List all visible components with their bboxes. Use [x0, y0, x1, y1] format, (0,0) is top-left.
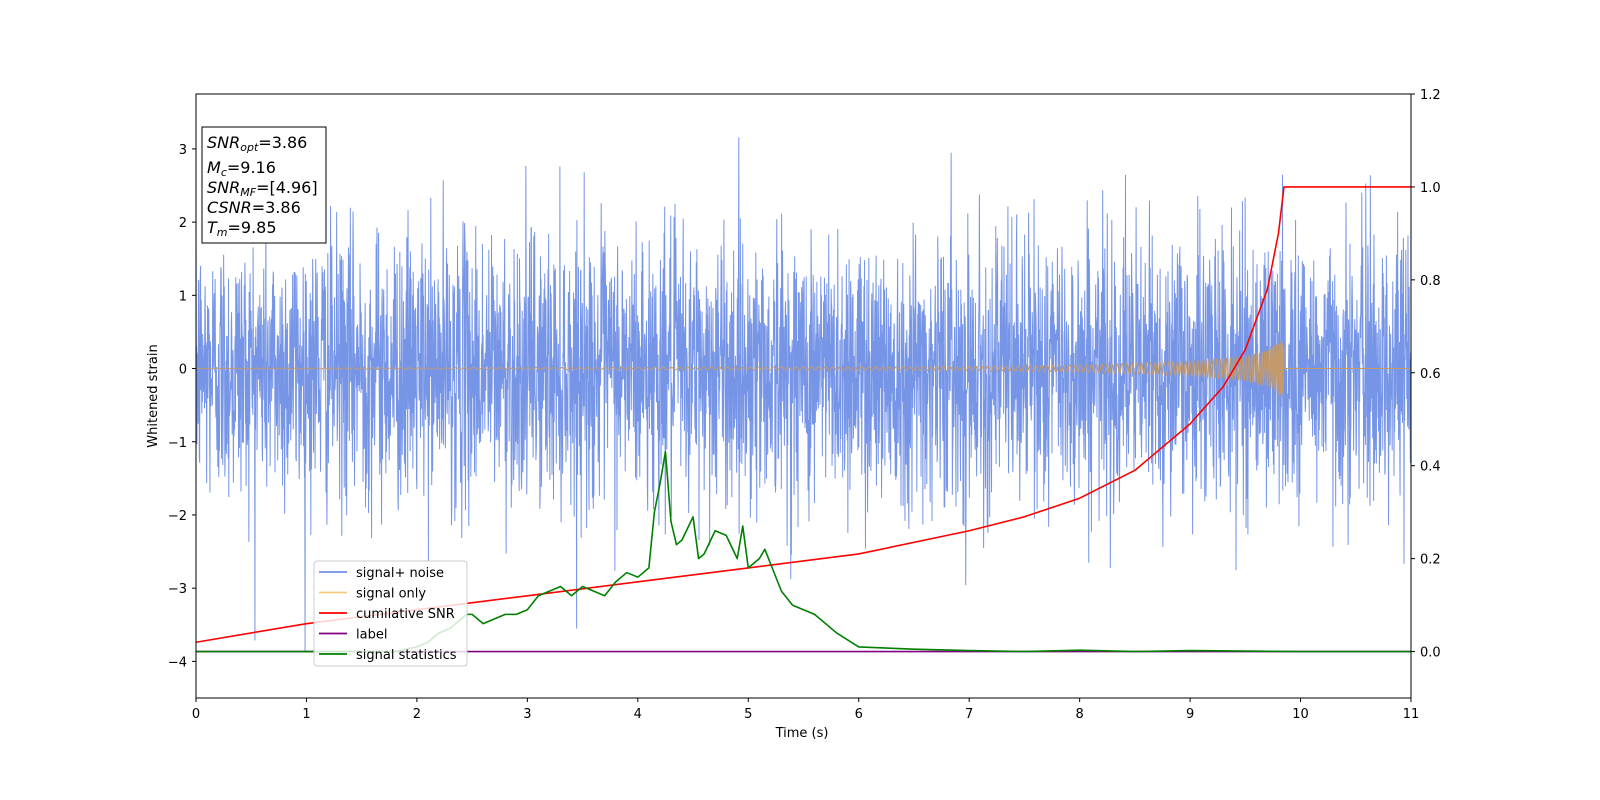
annotation-snr-mf-name: SNR — [207, 178, 240, 197]
x-tick-label: 0 — [192, 707, 200, 722]
x-tick-label: 1 — [302, 707, 310, 722]
annotation-snr-mf-value: =[4.96] — [256, 178, 318, 197]
legend-entry: signal+ noise — [356, 566, 444, 581]
signal-only-series — [196, 340, 1411, 398]
legend-entry: signal statistics — [356, 648, 457, 663]
legend-items: signal+ noise signal only cumilative SNR la… — [319, 566, 457, 663]
y2-tick-label: 0.8 — [1420, 274, 1441, 289]
x-tick-label: 2 — [413, 707, 421, 722]
plot-frame — [195, 93, 1412, 699]
y-axis-right: 1.2 1.0 0.8 0.6 0.4 0.2 0.0 — [1411, 88, 1441, 661]
y2-tick-label: 1.2 — [1420, 88, 1441, 103]
y-axis-left: 3 2 1 0 −1 −2 −3 −4 — [168, 143, 196, 670]
x-tick-label: 6 — [855, 707, 863, 722]
x-axis-label: Time (s) — [775, 726, 829, 741]
annotation-box: SNRopt=3.86 Mc=9.16 SNRMF=[4.96] CSNR=3.… — [201, 126, 327, 244]
y-tick-label: 2 — [179, 216, 187, 231]
x-tick-label: 7 — [965, 707, 973, 722]
annotation-csnr-value: =3.86 — [252, 198, 301, 217]
x-tick-label: 10 — [1292, 707, 1309, 722]
annotation-box-frame — [201, 126, 327, 244]
annotation-csnr-name: CSNR — [207, 198, 252, 217]
y-tick-label: −3 — [168, 582, 187, 597]
annotation-mc-sub: c — [221, 166, 227, 179]
x-tick-label: 8 — [1075, 707, 1083, 722]
signal-statistics-line — [196, 450, 1411, 653]
annotation-csnr: CSNR=3.86 — [207, 198, 301, 217]
signal-noise-series — [196, 137, 1411, 652]
annotation-tm-name: T — [207, 218, 218, 237]
x-tick-label: 4 — [634, 707, 642, 722]
annotation-tm-sub: m — [217, 226, 228, 239]
annotation-snr-opt-sub: opt — [240, 141, 259, 154]
signal-only-line — [196, 340, 1411, 398]
signal-statistics-series-layer — [196, 450, 1411, 653]
annotation-snr-mf: SNRMF=[4.96] — [207, 178, 318, 199]
y-tick-label: 0 — [179, 363, 187, 378]
annotation-snr-opt-name: SNR — [207, 133, 240, 152]
legend-entry: label — [356, 628, 387, 643]
cumulative-snr-series-layer — [196, 186, 1411, 644]
x-axis: 0 1 2 3 4 5 6 7 8 9 10 11 — [192, 698, 1419, 722]
legend-entry: signal only — [356, 587, 426, 602]
annotation-tm: Tm=9.85 — [207, 218, 277, 239]
annotation-mc-value: =9.16 — [227, 158, 276, 177]
annotation-tm-value: =9.85 — [228, 218, 277, 237]
x-tick-label: 9 — [1186, 707, 1194, 722]
annotation-snr-mf-sub: MF — [240, 186, 256, 199]
x-tick-label: 3 — [523, 707, 531, 722]
y-tick-label: −4 — [168, 655, 187, 670]
cumulative-snr-line — [196, 186, 1411, 644]
y2-tick-label: 0.2 — [1420, 553, 1441, 568]
legend-frame — [313, 560, 468, 667]
annotation-snr-opt: SNRopt=3.86 — [207, 133, 307, 154]
annotation-mc: Mc=9.16 — [207, 158, 276, 179]
signal-noise-line — [196, 137, 1411, 652]
legend: signal+ noise signal only cumilative SNR la… — [313, 560, 468, 667]
y2-tick-label: 1.0 — [1420, 181, 1441, 196]
y-tick-label: −2 — [168, 509, 187, 524]
y-tick-label: 1 — [179, 289, 187, 304]
y2-tick-label: 0.0 — [1420, 646, 1441, 661]
x-tick-label: 11 — [1403, 707, 1420, 722]
legend-entry: cumilative SNR — [356, 607, 455, 622]
y-tick-label: −1 — [168, 436, 187, 451]
y-tick-label: 3 — [179, 143, 187, 158]
annotation-mc-name: M — [207, 158, 221, 177]
x-tick-label: 5 — [744, 707, 752, 722]
y2-tick-label: 0.4 — [1420, 460, 1441, 475]
y-axis-label: Whitened strain — [146, 344, 161, 447]
annotation-snr-opt-value: =3.86 — [258, 133, 307, 152]
y2-tick-label: 0.6 — [1420, 367, 1441, 382]
